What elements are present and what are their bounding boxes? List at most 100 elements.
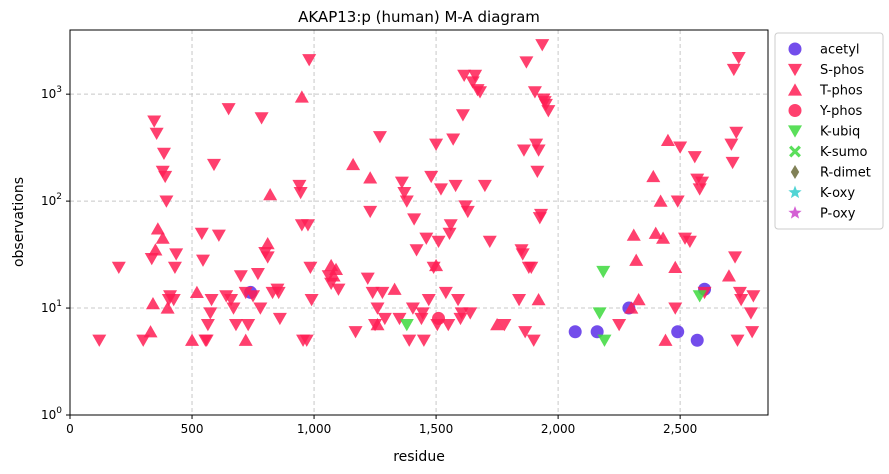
s-phos-point xyxy=(250,267,265,281)
s-phos-point xyxy=(441,319,456,332)
k-ubiq-point xyxy=(592,307,607,320)
s-phos-point xyxy=(455,109,470,122)
s-phos-point xyxy=(414,312,429,326)
s-phos-point xyxy=(211,229,226,242)
legend-marker-y-phos xyxy=(788,104,802,117)
s-phos-point xyxy=(206,158,221,172)
legend-label: acetyl xyxy=(820,43,860,58)
x-tick-label: 500 xyxy=(181,422,204,436)
s-phos-point xyxy=(241,319,256,332)
t-phos-point xyxy=(189,285,204,299)
s-phos-point xyxy=(293,187,308,200)
s-phos-point xyxy=(746,290,761,303)
s-phos-point xyxy=(731,51,746,65)
s-phos-point xyxy=(473,86,488,99)
s-phos-point xyxy=(405,302,420,315)
s-phos-point xyxy=(409,244,424,257)
s-phos-point xyxy=(147,115,162,128)
s-phos-point xyxy=(541,105,556,118)
s-phos-point xyxy=(144,253,159,266)
s-phos-point xyxy=(526,334,541,347)
grid xyxy=(70,30,768,415)
t-phos-point xyxy=(653,194,668,207)
s-phos-point xyxy=(687,151,702,164)
s-phos-point xyxy=(169,248,184,261)
t-phos-point xyxy=(648,226,663,239)
s-phos-point xyxy=(392,312,407,326)
y-tick-label: 102 xyxy=(41,192,62,208)
s-phos-point xyxy=(729,126,744,139)
legend-marker-acetyl xyxy=(788,42,802,56)
y-tick-label: 101 xyxy=(41,299,62,315)
s-phos-point xyxy=(253,302,268,315)
s-phos-point xyxy=(530,165,545,178)
s-phos-point xyxy=(111,261,126,275)
s-phos-point xyxy=(166,293,181,307)
t-phos-point xyxy=(145,296,160,310)
s-phos-point xyxy=(304,293,319,307)
legend-label: R-dimet xyxy=(820,166,871,181)
s-phos-point xyxy=(228,319,243,332)
s-phos-point xyxy=(419,232,434,245)
s-phos-point xyxy=(446,133,461,146)
s-phos-point xyxy=(673,141,688,154)
s-phos-point xyxy=(402,334,417,347)
x-axis-label: residue xyxy=(393,449,445,465)
s-phos-point xyxy=(199,334,214,347)
s-phos-point xyxy=(515,248,530,261)
acetyl-point xyxy=(690,333,704,347)
x-tick-label: 2,500 xyxy=(663,422,697,436)
s-phos-point xyxy=(224,293,239,307)
y-phos-point xyxy=(432,311,446,325)
t-phos-point xyxy=(656,231,671,244)
t-phos-point xyxy=(646,169,661,183)
s-phos-point xyxy=(725,156,740,170)
s-phos-point xyxy=(300,219,315,232)
s-phos-point xyxy=(668,302,683,315)
s-phos-point xyxy=(394,176,409,189)
s-phos-point xyxy=(612,319,627,332)
s-phos-point xyxy=(159,195,174,208)
s-phos-point xyxy=(730,334,745,347)
s-phos-point xyxy=(299,334,314,347)
s-phos-point xyxy=(527,86,542,99)
s-phos-point xyxy=(136,334,151,347)
s-phos-point xyxy=(538,98,553,112)
s-phos-point xyxy=(303,261,318,275)
legend-label: P-oxy xyxy=(820,207,856,222)
y-tick-label: 103 xyxy=(41,85,62,101)
x-axis: 0 500 1,000 1,500 2,000 2,500 xyxy=(66,415,697,436)
s-phos-point xyxy=(743,307,758,320)
s-phos-point xyxy=(375,286,390,300)
t-phos-point xyxy=(490,317,505,331)
acetyl-point xyxy=(568,325,582,339)
s-phos-point xyxy=(438,286,453,300)
legend-marker-p-oxy xyxy=(788,206,802,219)
s-phos-point xyxy=(292,179,307,193)
s-phos-point xyxy=(204,293,219,307)
s-phos-point xyxy=(519,56,534,69)
s-phos-point xyxy=(457,69,472,82)
t-phos-point xyxy=(160,301,175,314)
s-phos-point xyxy=(695,176,710,189)
s-phos-point xyxy=(497,319,512,332)
s-phos-point xyxy=(451,293,466,307)
t-phos-point xyxy=(346,157,361,171)
t-phos-point xyxy=(660,133,675,146)
acetyl-point xyxy=(671,325,685,339)
s-phos-point xyxy=(463,307,478,320)
s-phos-point xyxy=(443,219,458,232)
t-phos-point xyxy=(143,325,158,338)
s-phos-point xyxy=(407,213,422,226)
s-phos-point xyxy=(745,326,760,339)
t-phos-point xyxy=(150,222,165,235)
s-phos-point xyxy=(260,251,275,264)
s-phos-point xyxy=(399,195,414,208)
t-phos-point xyxy=(629,253,644,266)
s-phos-point xyxy=(203,307,218,320)
legend-marker-k-oxy xyxy=(788,185,802,199)
s-phos-point xyxy=(682,235,697,249)
s-phos-point xyxy=(194,227,209,240)
x-tick-label: 2,000 xyxy=(541,422,575,436)
